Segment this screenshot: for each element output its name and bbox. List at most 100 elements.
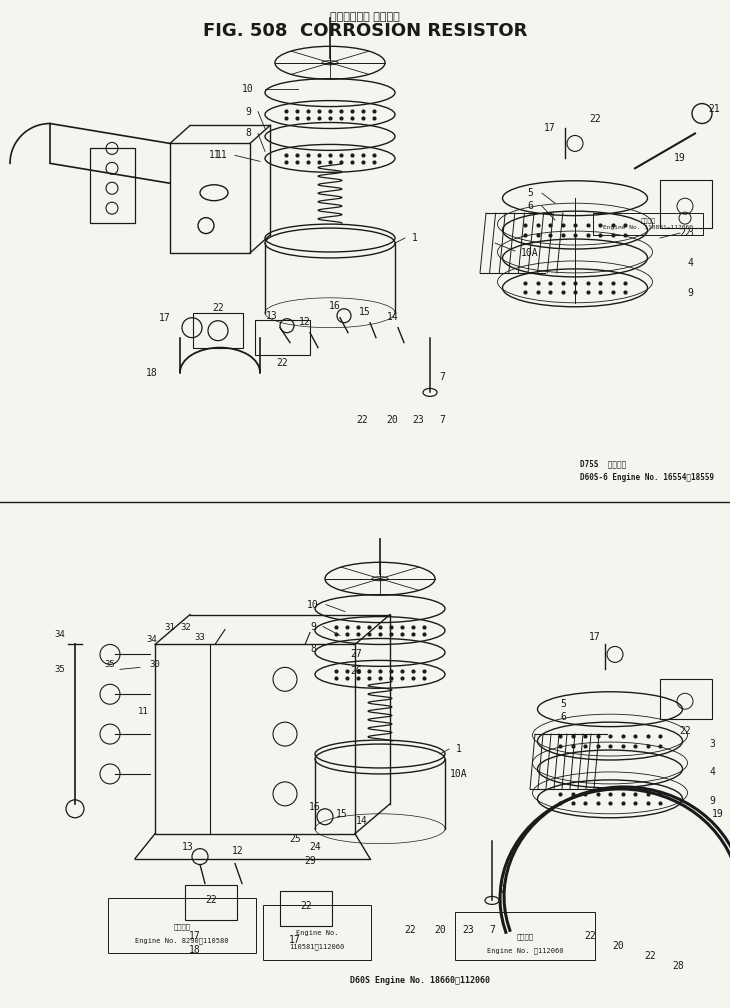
Text: 5: 5 [560,700,566,710]
Text: 17: 17 [189,931,201,941]
Text: 16: 16 [329,300,341,310]
Text: コロ－ション レジスタ: コロ－ション レジスタ [330,12,400,22]
Bar [193,312,243,348]
Text: 22: 22 [212,302,224,312]
Text: 34: 34 [147,635,158,644]
Text: 24: 24 [309,842,321,852]
Text: FIG. 508  CORROSION RESISTOR: FIG. 508 CORROSION RESISTOR [203,22,527,40]
Text: 22: 22 [644,952,656,962]
Text: 11: 11 [216,150,228,160]
Bar [593,213,703,235]
Text: 22: 22 [276,358,288,368]
Text: 28: 28 [672,962,684,971]
Text: 10A: 10A [521,248,539,258]
Bar [455,912,595,961]
Bar [155,644,355,834]
Text: 20: 20 [386,415,398,425]
Text: 16: 16 [309,801,321,811]
Text: 20: 20 [434,925,446,935]
Text: 17: 17 [159,312,171,323]
Text: 30: 30 [150,660,161,669]
Text: 19: 19 [674,153,686,163]
Text: 14: 14 [356,815,368,826]
Text: 5: 5 [527,188,533,199]
Text: 33: 33 [195,633,205,642]
Text: D60S Engine No. 18660～112060: D60S Engine No. 18660～112060 [350,976,490,985]
Text: 14: 14 [387,311,399,322]
Text: 1: 1 [456,744,462,754]
Text: 7: 7 [439,415,445,425]
Bar [280,891,332,926]
Text: D60S-6 Engine No. 16554～18559: D60S-6 Engine No. 16554～18559 [580,473,714,482]
Bar [185,885,237,920]
Text: 4: 4 [687,258,693,268]
Text: 10A: 10A [450,769,468,779]
Text: 9: 9 [687,288,693,297]
Text: 31: 31 [165,623,175,632]
Text: 1: 1 [412,233,418,243]
Text: 23: 23 [462,925,474,935]
Text: 18: 18 [189,946,201,956]
Text: 35: 35 [55,665,66,674]
Text: 10: 10 [307,600,319,610]
Text: 22: 22 [589,114,601,124]
Text: 7: 7 [439,373,445,382]
Text: 8: 8 [245,128,251,138]
Text: 35: 35 [104,660,115,669]
Text: 8: 8 [310,644,316,654]
Text: 17: 17 [289,935,301,946]
Text: 34: 34 [55,630,66,639]
Text: 22: 22 [584,931,596,941]
Text: 15: 15 [359,306,371,317]
Text: 12: 12 [232,846,244,856]
Text: 19: 19 [712,808,724,818]
Text: 9: 9 [310,622,316,632]
Bar [255,320,310,355]
Text: Engine No. ～112060: Engine No. ～112060 [487,947,564,954]
Text: 7: 7 [489,925,495,935]
Text: 11: 11 [138,707,148,716]
Text: 13: 13 [266,310,278,321]
Text: 6: 6 [560,713,566,722]
Text: 32: 32 [180,623,191,632]
Text: 17: 17 [544,124,556,133]
Text: 23: 23 [412,415,424,425]
Bar [263,905,371,961]
Text: 20: 20 [612,941,624,952]
Text: 6: 6 [527,202,533,211]
Text: 22: 22 [356,415,368,425]
Text: 10: 10 [242,84,254,94]
Text: 9: 9 [709,796,715,805]
Text: D75S  量用年量: D75S 量用年量 [580,460,626,469]
Text: 22: 22 [205,895,217,905]
Text: 22: 22 [679,228,691,238]
Text: Engine No. 8290～110580: Engine No. 8290～110580 [135,937,228,943]
Text: 21: 21 [708,104,720,114]
Text: Engine No.: Engine No. [296,930,338,936]
Text: 29: 29 [304,856,316,866]
Text: 量用年量
Engine No. 110881~112060: 量用年量 Engine No. 110881~112060 [603,219,693,230]
Bar [660,679,712,719]
Text: 4: 4 [709,767,715,777]
Text: 量用年量: 量用年量 [517,933,534,939]
Text: 22: 22 [404,925,416,935]
Text: 18: 18 [146,368,158,378]
Text: 11: 11 [209,150,221,160]
Text: 7: 7 [499,885,505,895]
Text: 13: 13 [182,842,194,852]
Text: 3: 3 [687,228,693,238]
Text: 22: 22 [679,726,691,736]
Text: 3: 3 [709,739,715,749]
Text: 17: 17 [589,632,601,642]
Text: 27: 27 [350,649,362,659]
Bar [90,148,135,223]
Text: 15: 15 [336,808,348,818]
Text: 12: 12 [299,317,311,327]
Bar [170,143,250,253]
Text: 25: 25 [289,834,301,844]
Text: 110581～112060: 110581～112060 [289,942,345,950]
Bar [108,898,256,954]
Text: 9: 9 [245,107,251,117]
Text: 26: 26 [350,666,362,676]
Bar [660,180,712,228]
